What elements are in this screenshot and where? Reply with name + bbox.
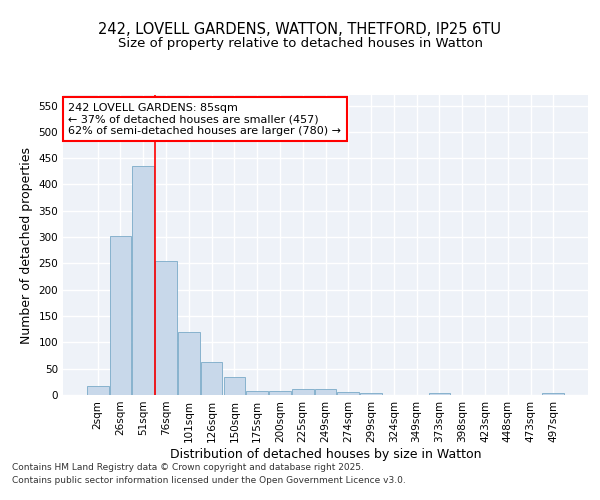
Bar: [247, 391, 268, 395]
Bar: [314, 389, 337, 395]
Y-axis label: Number of detached properties: Number of detached properties: [20, 146, 33, 344]
Bar: [224, 376, 245, 395]
Bar: [337, 392, 359, 395]
Text: 242, LOVELL GARDENS, WATTON, THETFORD, IP25 6TU: 242, LOVELL GARDENS, WATTON, THETFORD, I…: [98, 22, 502, 38]
Text: Size of property relative to detached houses in Watton: Size of property relative to detached ho…: [118, 38, 482, 51]
Bar: [155, 262, 177, 395]
Bar: [87, 386, 109, 395]
Text: Contains public sector information licensed under the Open Government Licence v3: Contains public sector information licen…: [12, 476, 406, 485]
Bar: [360, 394, 382, 395]
Bar: [292, 389, 314, 395]
X-axis label: Distribution of detached houses by size in Watton: Distribution of detached houses by size …: [170, 448, 481, 460]
Bar: [542, 393, 564, 395]
Text: Contains HM Land Registry data © Crown copyright and database right 2025.: Contains HM Land Registry data © Crown c…: [12, 462, 364, 471]
Text: 242 LOVELL GARDENS: 85sqm
← 37% of detached houses are smaller (457)
62% of semi: 242 LOVELL GARDENS: 85sqm ← 37% of detac…: [68, 102, 341, 136]
Bar: [428, 394, 450, 395]
Bar: [110, 236, 131, 395]
Bar: [178, 332, 200, 395]
Bar: [269, 391, 291, 395]
Bar: [133, 166, 154, 395]
Bar: [201, 362, 223, 395]
